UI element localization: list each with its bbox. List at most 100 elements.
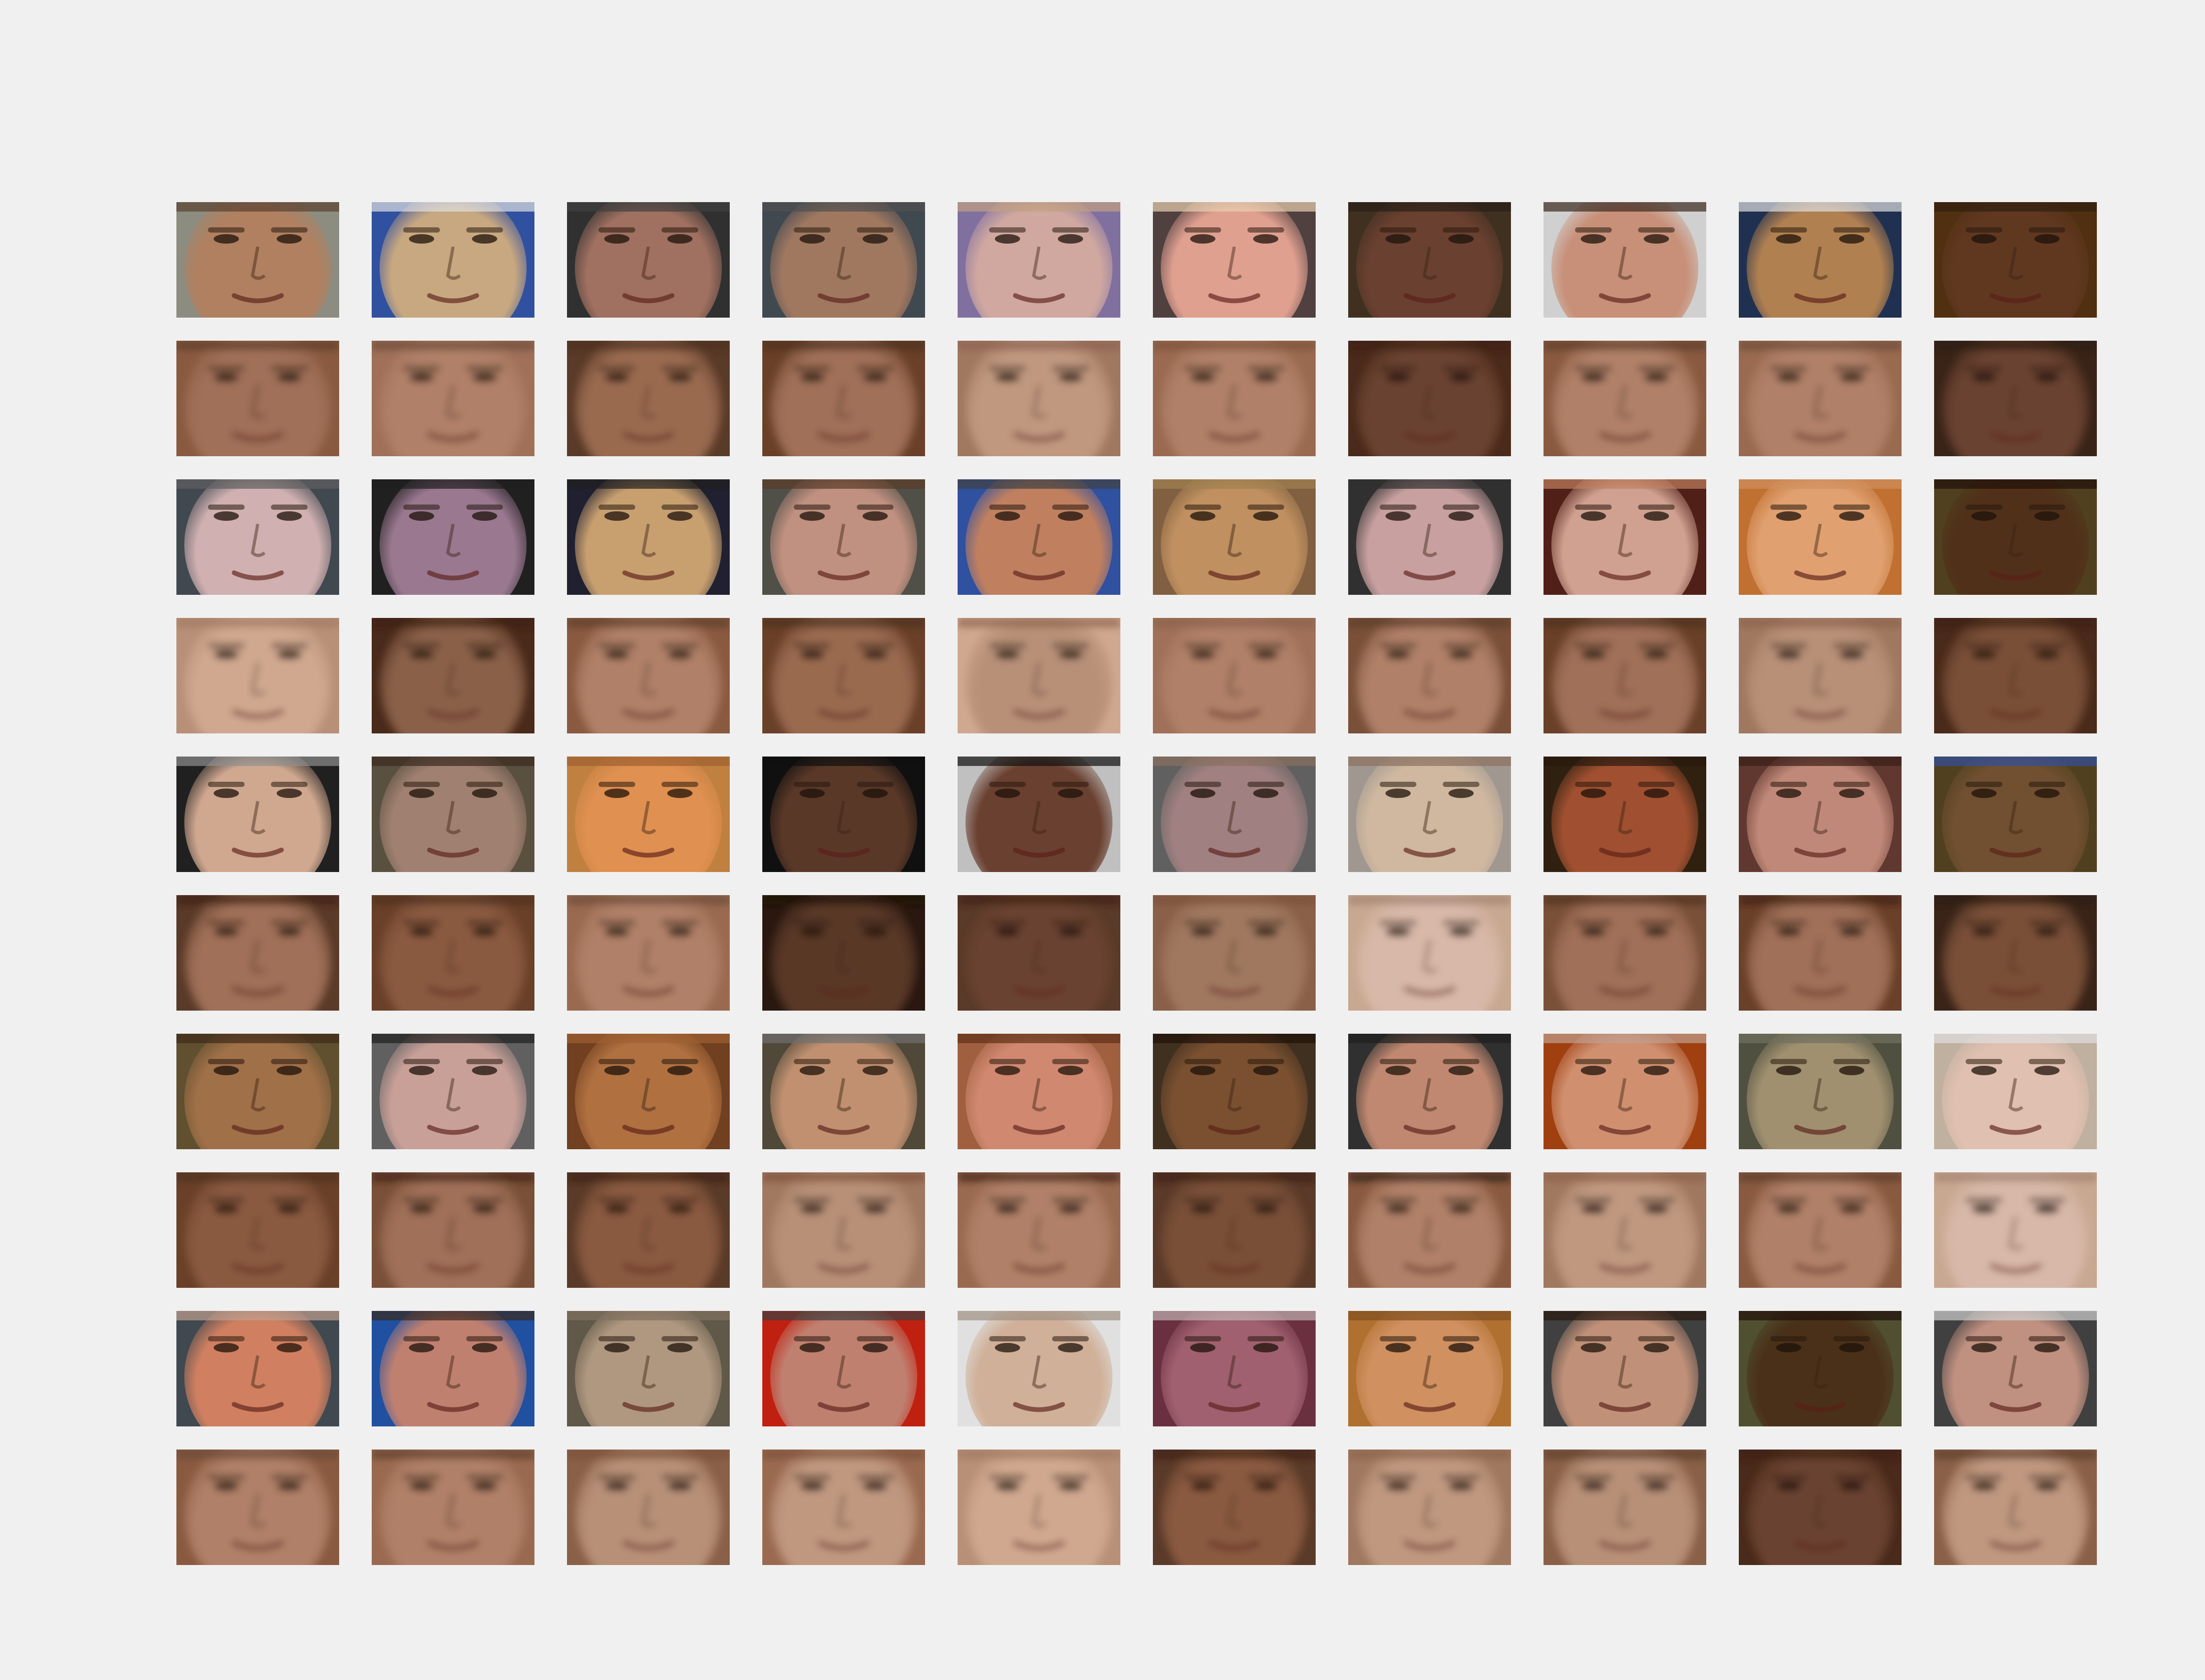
original-face-thumbnail [1934, 1034, 2097, 1149]
original-face-thumbnail [567, 1034, 730, 1149]
original-face-thumbnail [1153, 202, 1316, 318]
original-face-thumbnail [1153, 1311, 1316, 1426]
reconstructed-face-thumbnail [372, 895, 534, 1011]
original-face-thumbnail [1544, 757, 1706, 872]
original-face-thumbnail [958, 479, 1120, 595]
reconstructed-face-thumbnail [762, 1172, 925, 1288]
original-face-thumbnail [176, 1034, 339, 1149]
reconstructed-face-thumbnail [1739, 618, 1902, 733]
reconstructed-face-thumbnail [567, 1450, 730, 1565]
reconstructed-face-thumbnail [1739, 895, 1902, 1011]
original-face-thumbnail [372, 479, 534, 595]
reconstructed-face-thumbnail [1739, 1172, 1902, 1288]
reconstructed-face-thumbnail [1348, 1172, 1511, 1288]
original-face-thumbnail [762, 757, 925, 872]
original-face-thumbnail [1739, 202, 1902, 318]
reconstructed-face-thumbnail [762, 1450, 925, 1565]
reconstructed-face-thumbnail [958, 1172, 1120, 1288]
original-face-thumbnail [1348, 479, 1511, 595]
original-face-thumbnail [762, 479, 925, 595]
reconstructed-face-thumbnail [1934, 341, 2097, 456]
reconstructed-face-thumbnail [372, 618, 534, 733]
original-face-thumbnail [372, 1034, 534, 1149]
reconstructed-face-thumbnail [1348, 895, 1511, 1011]
original-face-thumbnail [1544, 202, 1706, 318]
reconstructed-face-thumbnail [1934, 1172, 2097, 1288]
reconstructed-face-thumbnail [1934, 618, 2097, 733]
original-face-thumbnail [1348, 202, 1511, 318]
original-face-thumbnail [958, 757, 1120, 872]
reconstructed-face-thumbnail [762, 618, 925, 733]
reconstructed-face-thumbnail [1544, 341, 1706, 456]
reconstructed-face-thumbnail [176, 618, 339, 733]
original-face-thumbnail [1153, 479, 1316, 595]
reconstructed-face-thumbnail [372, 341, 534, 456]
reconstructed-face-thumbnail [1153, 1172, 1316, 1288]
original-face-thumbnail [1739, 757, 1902, 872]
original-face-thumbnail [958, 1311, 1120, 1426]
original-face-thumbnail [176, 479, 339, 595]
reconstructed-face-thumbnail [1348, 341, 1511, 456]
reconstructed-face-thumbnail [176, 1172, 339, 1288]
reconstructed-face-thumbnail [567, 895, 730, 1011]
original-face-thumbnail [1934, 202, 2097, 318]
original-face-thumbnail [372, 1311, 534, 1426]
reconstructed-face-thumbnail [958, 895, 1120, 1011]
reconstructed-face-thumbnail [1348, 618, 1511, 733]
reconstructed-face-thumbnail [958, 341, 1120, 456]
original-face-thumbnail [1739, 479, 1902, 595]
original-face-thumbnail [176, 757, 339, 872]
original-face-thumbnail [1739, 1311, 1902, 1426]
reconstructed-face-thumbnail [762, 341, 925, 456]
reconstructed-face-thumbnail [958, 1450, 1120, 1565]
reconstructed-face-thumbnail [1544, 618, 1706, 733]
original-face-thumbnail [567, 479, 730, 595]
original-face-thumbnail [567, 1311, 730, 1426]
reconstructed-face-thumbnail [176, 895, 339, 1011]
reconstructed-face-thumbnail [1153, 618, 1316, 733]
reconstructed-face-thumbnail [1153, 895, 1316, 1011]
original-face-thumbnail [1934, 479, 2097, 595]
reconstructed-face-thumbnail [1739, 341, 1902, 456]
original-face-thumbnail [567, 202, 730, 318]
original-face-thumbnail [762, 1311, 925, 1426]
original-face-thumbnail [1153, 1034, 1316, 1149]
original-face-thumbnail [176, 202, 339, 318]
reconstructed-face-thumbnail [567, 618, 730, 733]
reconstructed-face-thumbnail [1544, 895, 1706, 1011]
original-face-thumbnail [567, 757, 730, 872]
original-face-thumbnail [372, 202, 534, 318]
original-face-thumbnail [1739, 1034, 1902, 1149]
original-face-thumbnail [176, 1311, 339, 1426]
original-face-thumbnail [1348, 1311, 1511, 1426]
original-face-thumbnail [1544, 1311, 1706, 1426]
reconstructed-face-thumbnail [1348, 1450, 1511, 1565]
original-face-thumbnail [762, 202, 925, 318]
original-face-thumbnail [372, 757, 534, 872]
reconstructed-face-thumbnail [1934, 1450, 2097, 1565]
reconstructed-face-thumbnail [567, 1172, 730, 1288]
original-face-thumbnail [762, 1034, 925, 1149]
reconstructed-face-thumbnail [1544, 1450, 1706, 1565]
reconstructed-face-thumbnail [372, 1172, 534, 1288]
reconstructed-face-thumbnail [1934, 895, 2097, 1011]
original-face-thumbnail [1934, 1311, 2097, 1426]
reconstructed-face-thumbnail [1544, 1172, 1706, 1288]
original-face-thumbnail [1348, 1034, 1511, 1149]
original-face-thumbnail [1153, 757, 1316, 872]
reconstructed-face-thumbnail [1739, 1450, 1902, 1565]
original-face-thumbnail [1544, 479, 1706, 595]
reconstructed-face-thumbnail [1153, 341, 1316, 456]
reconstructed-face-thumbnail [372, 1450, 534, 1565]
original-face-thumbnail [1544, 1034, 1706, 1149]
original-face-thumbnail [958, 202, 1120, 318]
reconstructed-face-thumbnail [176, 1450, 339, 1565]
reconstructed-face-thumbnail [567, 341, 730, 456]
reconstructed-face-thumbnail [958, 618, 1120, 733]
original-face-thumbnail [958, 1034, 1120, 1149]
original-face-thumbnail [1348, 757, 1511, 872]
original-face-thumbnail [1934, 757, 2097, 872]
reconstructed-face-thumbnail [176, 341, 339, 456]
reconstructed-face-thumbnail [762, 895, 925, 1011]
